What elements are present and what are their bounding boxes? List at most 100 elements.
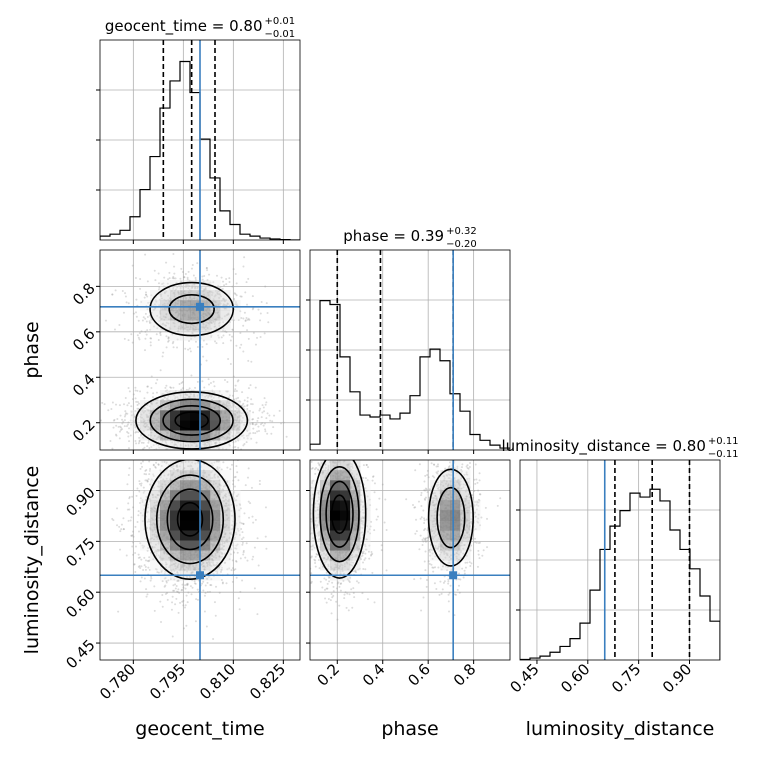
sample-point: [146, 404, 149, 407]
sample-point: [141, 544, 144, 547]
sample-point: [228, 567, 231, 570]
sample-point: [186, 584, 189, 587]
density-cell: [240, 420, 251, 431]
sample-point: [135, 400, 138, 403]
sample-point: [129, 519, 132, 522]
sample-point: [176, 571, 179, 574]
sample-point: [189, 347, 192, 350]
sample-point: [138, 439, 141, 442]
sample-point: [147, 547, 150, 550]
sample-point: [285, 435, 288, 438]
sample-point: [164, 455, 166, 457]
sample-point: [246, 429, 249, 432]
sample-point: [178, 591, 181, 594]
sample-point: [212, 396, 215, 399]
sample-point: [225, 331, 228, 334]
density-cell: [230, 420, 241, 431]
sample-point: [182, 599, 185, 602]
sample-point: [210, 395, 213, 398]
sample-point: [230, 528, 233, 531]
sample-point: [221, 582, 224, 585]
sample-point: [228, 280, 231, 283]
sample-point: [158, 481, 161, 484]
sample-point: [163, 577, 166, 580]
sample-point: [135, 298, 138, 301]
density-cell: [210, 300, 221, 311]
sample-point: [157, 288, 160, 291]
sample-point: [166, 389, 169, 392]
sample-point: [209, 583, 212, 586]
sample-point: [235, 389, 238, 392]
sample-point: [116, 417, 119, 420]
sample-point: [119, 548, 122, 551]
sample-point: [254, 432, 257, 435]
sample-point: [222, 297, 225, 300]
sample-point: [217, 468, 220, 471]
sample-point: [158, 446, 161, 449]
sample-point: [237, 396, 240, 399]
sample-point: [147, 434, 150, 437]
sample-point: [167, 337, 170, 340]
sample-point: [190, 593, 193, 596]
sample-point: [260, 416, 263, 419]
sample-point: [188, 339, 191, 342]
sample-point: [134, 552, 137, 555]
sample-point: [173, 265, 176, 268]
sample-point: [172, 468, 175, 471]
sample-point: [212, 281, 215, 284]
density-cell: [180, 420, 191, 431]
sample-point: [144, 568, 147, 571]
sample-point: [155, 550, 158, 553]
sample-point: [136, 389, 139, 392]
sample-point: [236, 380, 239, 383]
sample-point: [139, 502, 142, 505]
density-cell: [150, 430, 161, 441]
sample-point: [153, 551, 156, 554]
sample-point: [146, 315, 149, 318]
sample-point: [172, 346, 175, 349]
sample-point: [142, 436, 145, 439]
sample-point: [179, 284, 182, 287]
sample-point: [191, 332, 194, 335]
sample-point: [217, 334, 220, 337]
sample-point: [220, 336, 223, 339]
sample-point: [134, 545, 137, 548]
density-cell: [150, 410, 161, 421]
sample-point: [186, 283, 189, 286]
sample-point: [216, 460, 219, 462]
sample-point: [265, 417, 268, 420]
density-cell: [140, 300, 151, 311]
sample-point: [219, 570, 222, 573]
density-cell: [200, 280, 211, 291]
sample-point: [149, 468, 152, 471]
sample-point: [251, 422, 254, 425]
sample-point: [181, 588, 184, 591]
sample-point: [131, 495, 134, 498]
sample-point: [235, 465, 238, 468]
sample-point: [235, 522, 238, 525]
sample-point: [210, 395, 213, 398]
sample-point: [121, 422, 124, 425]
sample-point: [175, 590, 178, 593]
sample-point: [245, 281, 248, 284]
sample-point: [140, 482, 143, 485]
sample-point: [117, 610, 120, 613]
density-cell: [160, 280, 171, 291]
sample-point: [152, 392, 155, 395]
density-cell: [210, 400, 221, 411]
density-cell: [200, 400, 211, 411]
sample-point: [229, 468, 232, 471]
scatter-panel-geocent_time-phase: [100, 250, 300, 457]
sample-point: [192, 452, 194, 454]
sample-point: [124, 295, 127, 298]
sample-point: [150, 575, 153, 578]
sample-point: [209, 381, 212, 384]
sample-point: [157, 451, 159, 453]
density-cell: [180, 310, 191, 321]
sample-point: [230, 533, 233, 536]
sample-point: [164, 440, 167, 443]
sample-point: [156, 327, 159, 330]
sample-point: [134, 410, 137, 413]
sample-point: [122, 311, 125, 314]
sample-point: [217, 284, 220, 287]
